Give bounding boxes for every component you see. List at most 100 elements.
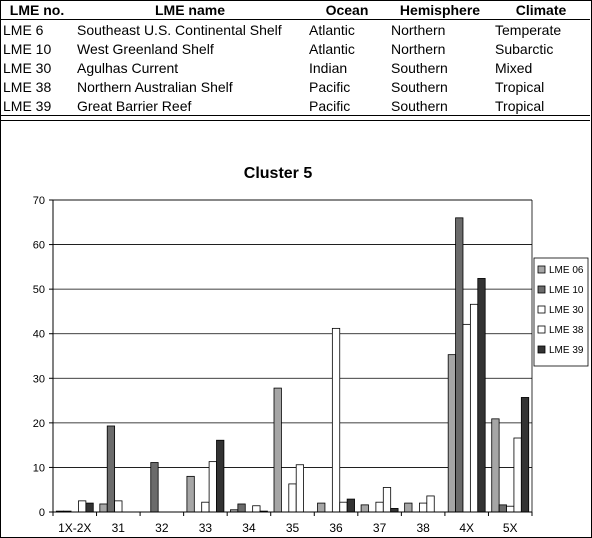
cell-hemisphere: Northern xyxy=(391,21,446,38)
header-lme-name: LME name xyxy=(74,0,306,20)
bar xyxy=(150,462,159,513)
bar xyxy=(477,278,486,513)
axes xyxy=(52,199,533,513)
cell-climate: Tropical xyxy=(492,96,590,116)
bar xyxy=(382,487,392,513)
bar xyxy=(317,502,326,513)
x-tick-label: 33 xyxy=(199,521,213,535)
x-tick-label: 31 xyxy=(112,521,126,535)
cell-lme-name: West Greenland Shelf xyxy=(77,40,214,57)
y-tick-label: 0 xyxy=(39,507,45,519)
cell-lme-name: Agulhas Current xyxy=(77,59,179,76)
cell-climate: Temperate xyxy=(495,21,562,38)
cell-lme-no: LME 6 xyxy=(3,21,44,38)
x-tick-label: 5X xyxy=(503,521,518,535)
legend-label: LME 06 xyxy=(549,265,584,276)
header-climate: Climate xyxy=(492,0,590,20)
cell-hemisphere: Southern xyxy=(388,96,492,116)
cell-climate: Subarctic xyxy=(495,40,554,57)
cell-hemisphere: Northern xyxy=(391,40,446,57)
table-row: LME 6 Southeast U.S. Continental Shelf A… xyxy=(0,20,590,40)
cell-lme-no: LME 38 xyxy=(3,78,52,95)
table-row: LME 39 Great Barrier Reef Pacific Southe… xyxy=(0,96,590,116)
table-row: LME 38 Northern Australian Shelf Pacific… xyxy=(0,77,590,96)
cell-lme-no: LME 30 xyxy=(3,59,52,76)
cell-ocean: Indian xyxy=(309,59,348,76)
bar xyxy=(339,501,348,513)
x-tick-label: 38 xyxy=(416,521,430,535)
legend-swatch xyxy=(537,285,546,294)
x-tick-label: 37 xyxy=(373,521,387,535)
bar xyxy=(455,217,464,513)
x-tick-label: 4X xyxy=(459,521,474,535)
cell-ocean: Pacific xyxy=(309,78,351,95)
bar xyxy=(375,501,384,513)
y-tick-label: 20 xyxy=(33,418,45,430)
cell-lme-name: Northern Australian Shelf xyxy=(77,78,233,95)
legend-swatch xyxy=(537,345,546,354)
bar xyxy=(114,500,123,513)
x-tick-label: 1X-2X xyxy=(58,521,91,535)
bar xyxy=(186,475,195,513)
chart-title: Cluster 5 xyxy=(244,165,313,182)
y-tick-label: 10 xyxy=(33,462,45,474)
bar xyxy=(469,303,479,513)
legend: LME 06 LME 10 LME 30 LME 38 LME 39 xyxy=(533,257,589,367)
x-tick-label: 35 xyxy=(286,521,300,535)
bar xyxy=(237,503,246,513)
cell-ocean: Atlantic xyxy=(309,40,355,57)
y-axis-ticks: 0 10 20 30 40 50 60 70 xyxy=(33,195,53,519)
legend-label: LME 30 xyxy=(549,305,584,316)
lme-table: LME no. LME name Ocean Hemisphere Climat… xyxy=(0,0,590,116)
cell-ocean: Pacific xyxy=(306,96,388,116)
y-tick-label: 30 xyxy=(33,373,45,385)
bar xyxy=(295,464,305,513)
bar xyxy=(331,327,341,513)
bar xyxy=(288,483,297,513)
cell-hemisphere: Southern xyxy=(391,78,448,95)
legend-swatch xyxy=(537,325,546,334)
cell-lme-no: LME 39 xyxy=(0,96,74,116)
header-ocean: Ocean xyxy=(306,0,388,20)
bar xyxy=(426,495,435,513)
legend-swatch xyxy=(537,305,546,314)
y-tick-label: 40 xyxy=(33,329,45,341)
y-tick-label: 60 xyxy=(33,240,45,252)
bar xyxy=(513,437,522,513)
bar xyxy=(78,500,87,513)
bar xyxy=(360,504,369,513)
cell-climate: Mixed xyxy=(495,59,533,76)
bar-chart: Cluster 5 0 10 20 30 40 50 60 70 1X-2X 31 32 33 34 3… xyxy=(33,165,589,535)
legend-label: LME 10 xyxy=(549,285,584,296)
cell-lme-name: Great Barrier Reef xyxy=(74,96,306,116)
bar xyxy=(506,505,515,513)
bar xyxy=(404,502,413,513)
bar xyxy=(390,508,399,513)
bar xyxy=(106,425,116,513)
bar xyxy=(252,505,261,513)
legend-swatch xyxy=(537,265,546,274)
bar xyxy=(491,418,500,513)
bar xyxy=(85,502,94,513)
x-tick-label: 34 xyxy=(242,521,256,535)
table-row: LME 10 West Greenland Shelf Atlantic Nor… xyxy=(0,39,590,58)
bar xyxy=(216,439,225,513)
cell-lme-name: Southeast U.S. Continental Shelf xyxy=(77,21,282,38)
y-tick-label: 50 xyxy=(33,284,45,296)
header-hemisphere: Hemisphere xyxy=(388,0,492,20)
cell-lme-no: LME 10 xyxy=(3,40,52,57)
legend-label: LME 38 xyxy=(549,325,584,336)
header-lme-no: LME no. xyxy=(0,0,74,20)
bar xyxy=(346,498,355,513)
x-tick-label: 36 xyxy=(329,521,343,535)
x-tick-label: 32 xyxy=(155,521,169,535)
section-divider xyxy=(0,120,590,121)
cell-climate: Tropical xyxy=(495,78,545,95)
bar xyxy=(462,323,471,513)
cell-ocean: Atlantic xyxy=(309,21,355,38)
table-header-row: LME no. LME name Ocean Hemisphere Climat… xyxy=(0,0,590,20)
bar xyxy=(520,397,530,513)
bar xyxy=(419,502,428,513)
cell-hemisphere: Southern xyxy=(391,59,448,76)
table-row: LME 30 Agulhas Current Indian Southern M… xyxy=(0,58,590,77)
